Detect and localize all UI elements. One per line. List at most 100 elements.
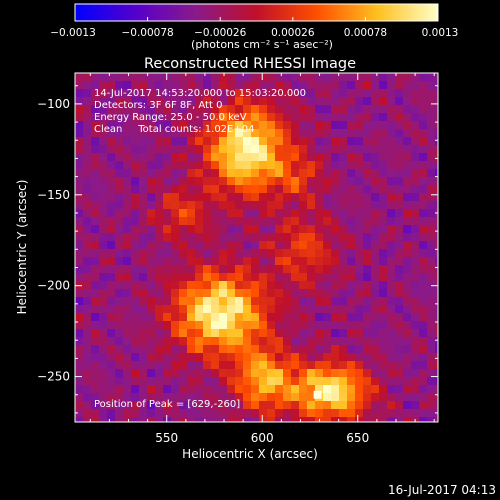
heatmap-cell [195, 185, 204, 194]
heatmap-cell [107, 393, 116, 402]
heatmap-cell [155, 385, 164, 394]
heatmap-cell [387, 401, 396, 410]
heatmap-cell [131, 249, 140, 258]
heatmap-cell [347, 393, 356, 402]
heatmap-cell [139, 273, 148, 282]
heatmap-cell [131, 409, 140, 418]
heatmap-cell [211, 321, 220, 330]
heatmap-cell [91, 281, 100, 290]
heatmap-cell [283, 201, 292, 210]
heatmap-cell [147, 113, 156, 122]
heatmap-cell [211, 329, 220, 338]
heatmap-cell [427, 241, 436, 250]
heatmap-cell [99, 209, 108, 218]
heatmap-cell [331, 417, 340, 423]
heatmap-cell [203, 337, 212, 346]
heatmap-cell [267, 73, 276, 82]
heatmap-cell [339, 153, 348, 162]
heatmap-cell [331, 97, 340, 106]
heatmap-cell [419, 385, 428, 394]
heatmap-cell [147, 297, 156, 306]
heatmap-cell [363, 257, 372, 266]
heatmap-cell [363, 313, 372, 322]
heatmap-cell [107, 321, 116, 330]
heatmap-cell [419, 73, 428, 82]
heatmap-cell [243, 337, 252, 346]
heatmap-cell [211, 249, 220, 258]
heatmap-cell [323, 169, 332, 178]
heatmap-cell [387, 369, 396, 378]
heatmap-cell [363, 289, 372, 298]
heatmap-cell [307, 177, 316, 186]
heatmap-cell [235, 161, 244, 170]
heatmap-cell [379, 73, 388, 82]
heatmap-cell [323, 273, 332, 282]
heatmap-cell [363, 369, 372, 378]
heatmap-cell [435, 201, 439, 210]
heatmap-cell [195, 169, 204, 178]
heatmap-cell [267, 313, 276, 322]
heatmap-cell [83, 105, 92, 114]
heatmap-cell [299, 225, 308, 234]
heatmap-cell [379, 217, 388, 226]
heatmap-cell [75, 169, 84, 178]
heatmap-cell [235, 257, 244, 266]
heatmap-cell [283, 241, 292, 250]
heatmap-cell [139, 377, 148, 386]
heatmap-cell [299, 409, 308, 418]
heatmap-cell [339, 105, 348, 114]
heatmap-cell [395, 145, 404, 154]
heatmap-cell [243, 281, 252, 290]
heatmap-cell [123, 145, 132, 154]
heatmap-cell [315, 313, 324, 322]
heatmap-cell [99, 169, 108, 178]
heatmap-cell [75, 257, 84, 266]
heatmap-cell [355, 409, 364, 418]
heatmap-cell [147, 289, 156, 298]
heatmap-cell [403, 209, 412, 218]
heatmap-cell [99, 385, 108, 394]
heatmap-cell [387, 377, 396, 386]
heatmap-cell [187, 145, 196, 154]
heatmap-cell [123, 305, 132, 314]
heatmap-cell [267, 265, 276, 274]
heatmap-cell [235, 297, 244, 306]
heatmap-cell [363, 169, 372, 178]
heatmap-cell [427, 401, 436, 410]
heatmap-cell [203, 313, 212, 322]
heatmap-cell [131, 257, 140, 266]
heatmap-cell [211, 241, 220, 250]
heatmap-cell [235, 153, 244, 162]
heatmap-cell [107, 289, 116, 298]
heatmap-cell [307, 193, 316, 202]
heatmap-cell [115, 73, 124, 82]
heatmap-cell [227, 409, 236, 418]
heatmap-cell [275, 409, 284, 418]
heatmap-cell [259, 145, 268, 154]
heatmap-cell [379, 129, 388, 138]
heatmap-cell [427, 113, 436, 122]
heatmap-cell [307, 249, 316, 258]
heatmap-cell [403, 169, 412, 178]
heatmap-cell [211, 345, 220, 354]
heatmap-cell [243, 137, 252, 146]
heatmap-cell [387, 113, 396, 122]
heatmap-cell [275, 289, 284, 298]
heatmap-cell [331, 249, 340, 258]
heatmap-cell [171, 217, 180, 226]
heatmap-cell [307, 89, 316, 98]
heatmap-cell [147, 257, 156, 266]
heatmap-cell [131, 153, 140, 162]
heatmap-cell [419, 393, 428, 402]
heatmap-cell [227, 89, 236, 98]
heatmap-cell [435, 169, 439, 178]
heatmap-cell [139, 233, 148, 242]
heatmap-cell [299, 345, 308, 354]
heatmap-cell [123, 81, 132, 90]
heatmap-cell [395, 177, 404, 186]
heatmap-cell [387, 409, 396, 418]
heatmap-cell [411, 201, 420, 210]
heatmap-cell [275, 369, 284, 378]
heatmap-cell [75, 145, 84, 154]
heatmap-cell [339, 281, 348, 290]
